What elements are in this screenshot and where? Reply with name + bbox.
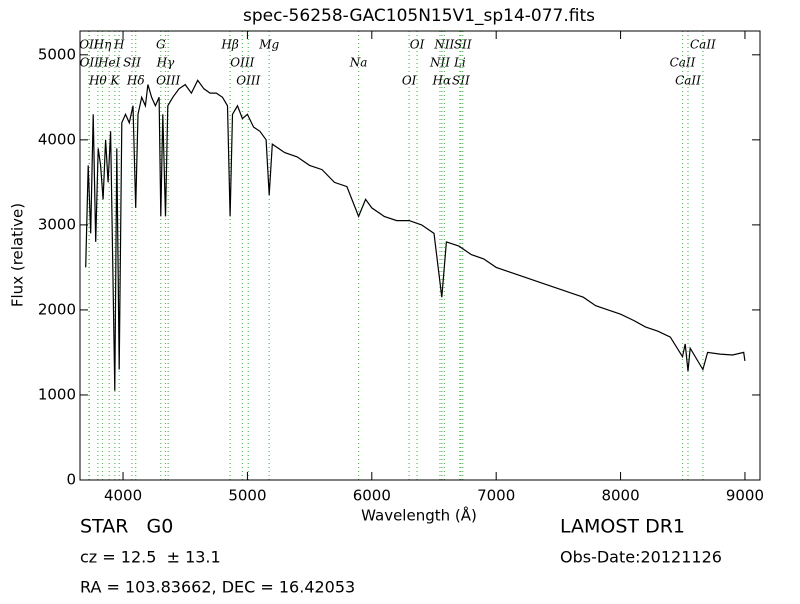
spectral-line-label: OIII [230,56,254,70]
spectral-line-label: OI [402,74,417,88]
y-tick-label: 0 [66,471,76,489]
spectral-line-label: CaII [675,74,701,88]
coords-label: RA = 103.83662, DEC = 16.42053 [80,578,355,597]
y-tick-label: 1000 [38,385,76,403]
spectral-line-label: CaII [690,38,716,52]
spectral-line-label: OIII [236,74,260,88]
spectral-line-label: Na [349,56,368,70]
spectral-line-label: OIII [156,74,180,88]
redshift-label: cz = 12.5 ± 13.1 [80,548,221,567]
spectral-line-label: NII [429,56,450,70]
spectral-line-label: Hθ [88,74,107,88]
survey-label: LAMOST DR1 [560,516,685,538]
x-tick-label: 9000 [726,487,764,505]
spectral-line-label: H [113,38,125,52]
x-axis-label: Wavelength (Å) [361,506,477,525]
spectral-line-label: HeI [97,56,121,70]
spectral-line-label: NII [433,38,454,52]
y-axis-label: Flux (relative) [9,203,27,307]
x-tick-label: 4000 [104,487,142,505]
spectral-line-label: Hβ [220,38,238,52]
spectrum-line [85,79,746,391]
spectral-line-label: Hγ [156,56,175,70]
plot-frame [79,30,761,481]
chart-title: spec-56258-GAC105N15V1_sp14-077.fits [243,6,595,26]
x-tick-label: 8000 [601,487,639,505]
spectral-line-label: Hη [93,38,112,52]
y-tick-label: 5000 [38,45,76,63]
spectral-line-label: Hδ [126,74,145,88]
spectral-line-label: G [156,38,166,52]
y-tick-label: 4000 [38,130,76,148]
y-tick-label: 2000 [38,300,76,318]
spectral-line-label: K [109,74,120,88]
spectral-line-label: OII [79,38,99,52]
spectral-line-label: SII [454,38,472,52]
spectral-line-label: OI [410,38,425,52]
class-label: STAR G0 [80,516,173,538]
spectral-line-label: Li [453,56,466,70]
spectral-line-label: Mg [258,38,279,52]
spectral-line-label: Hα [432,74,452,88]
x-tick-label: 7000 [477,487,515,505]
spectral-line-label: CaII [670,56,696,70]
y-tick-label: 3000 [38,215,76,233]
spectral-line-label: OII [80,56,100,70]
spectral-line-label: SII [123,56,141,70]
date-label: Obs-Date:20121126 [560,548,722,567]
x-tick-label: 5000 [228,487,266,505]
spectral-line-label: SII [452,74,470,88]
x-tick-label: 6000 [353,487,391,505]
